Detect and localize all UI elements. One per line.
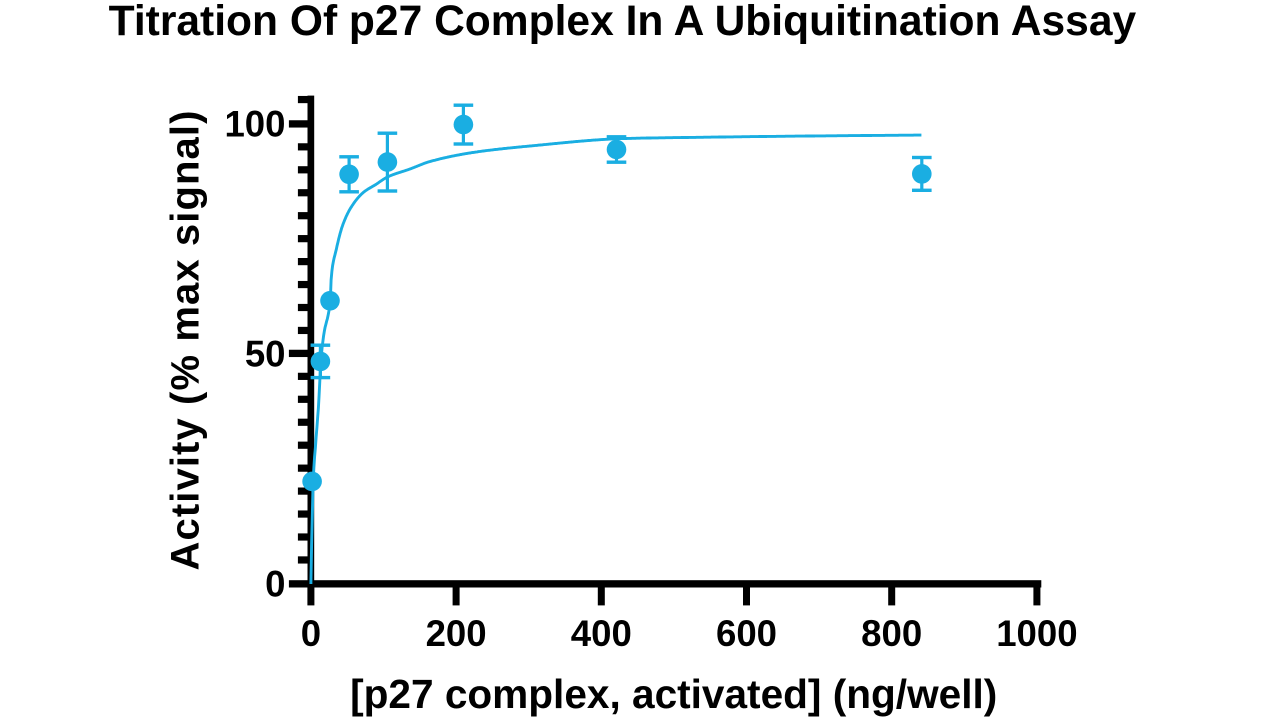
svg-text:[p27 complex, activated] (ng/w: [p27 complex, activated] (ng/well) <box>350 671 997 717</box>
svg-text:400: 400 <box>571 613 632 654</box>
svg-text:1000: 1000 <box>996 613 1077 654</box>
svg-text:100: 100 <box>224 104 285 145</box>
svg-text:50: 50 <box>245 333 286 374</box>
svg-text:Titration Of p27 Complex In A: Titration Of p27 Complex In A Ubiquitina… <box>109 0 1137 45</box>
svg-text:600: 600 <box>716 613 777 654</box>
svg-text:0: 0 <box>265 563 285 604</box>
svg-text:200: 200 <box>426 613 487 654</box>
svg-text:800: 800 <box>861 613 922 654</box>
svg-text:0: 0 <box>301 613 321 654</box>
svg-text:Activity (% max signal): Activity (% max signal) <box>164 110 208 571</box>
